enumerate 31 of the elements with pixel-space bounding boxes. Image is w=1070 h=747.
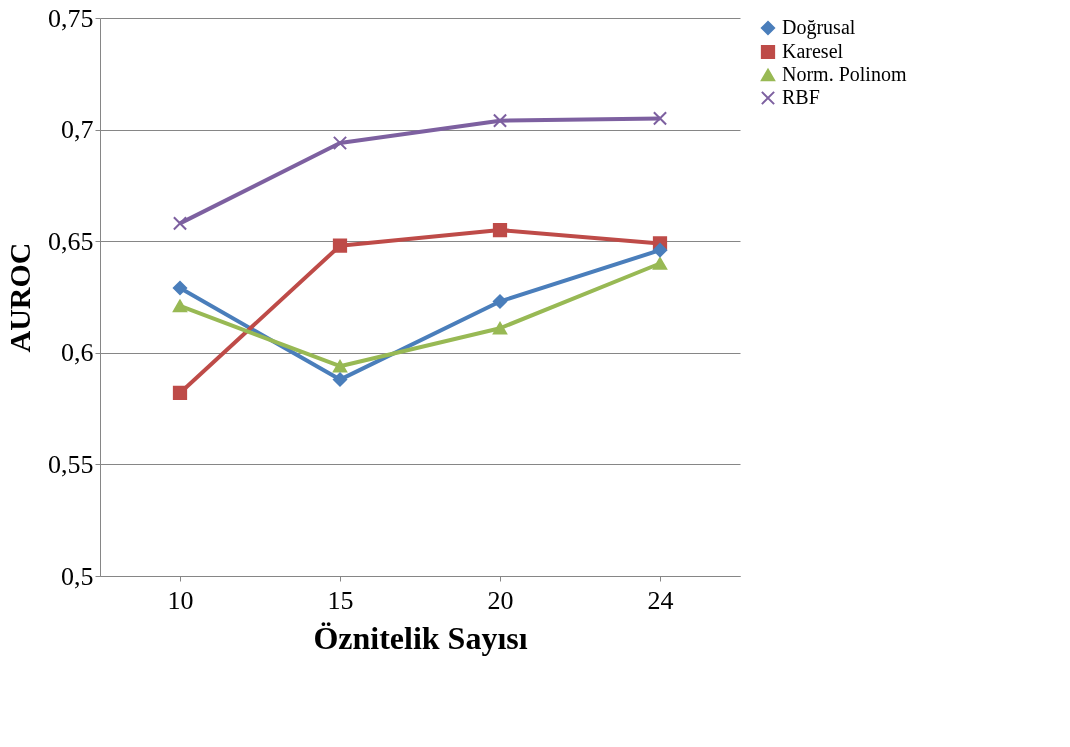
point [172,216,188,231]
y-axis-title: AUROC [3,242,36,353]
y-tick-label: 0,7 [61,115,94,145]
point [172,299,188,313]
point [492,222,508,238]
point [332,359,348,373]
point [492,113,508,128]
y-tick-label: 0,5 [61,561,94,591]
y-tick-label: 0,65 [48,226,94,256]
point [492,294,508,309]
point [332,238,348,253]
point [652,243,668,258]
point [332,135,348,151]
legend-label: Karesel [782,40,844,62]
point [172,385,188,401]
point [172,280,188,296]
x-tick-label: 24 [647,585,674,615]
point [652,111,668,126]
legend-label: Norm. Polinom [782,63,907,85]
point [332,372,348,387]
x-axis-title: Öznitelik Sayısı [313,619,528,656]
y-tick-label: 0,55 [48,449,94,479]
legend-label: Doğrusal [782,16,856,39]
point [652,257,668,270]
x-tick-label: 15 [327,585,354,615]
y-tick-label: 0,75 [48,3,94,33]
x-tick-label: 10 [167,585,194,615]
y-tick-label: 0,6 [61,338,94,368]
x-tick-label: 20 [487,585,514,615]
legend-label: RBF [782,86,820,108]
point [492,321,508,335]
